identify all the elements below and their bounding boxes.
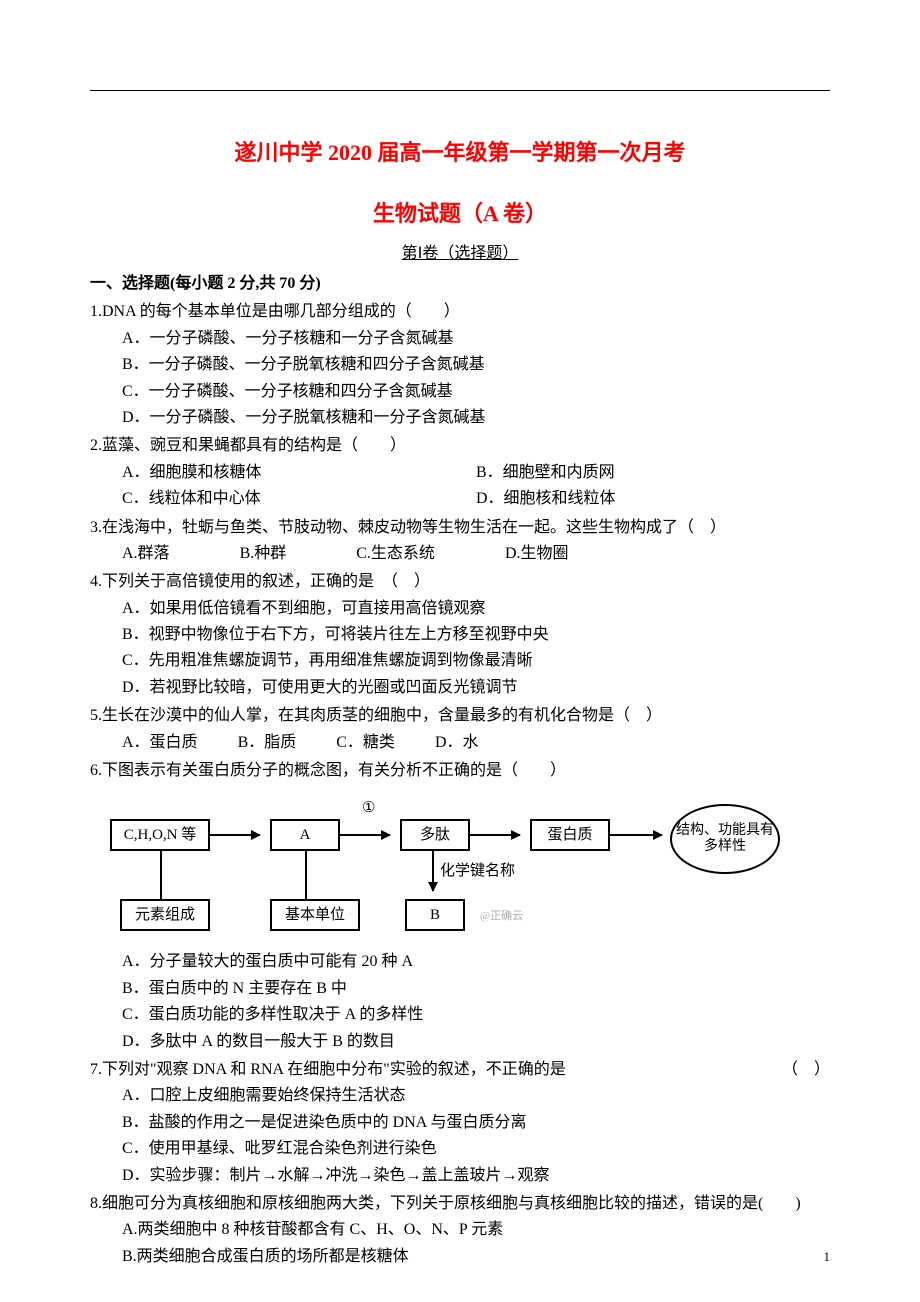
- q6-opt-b: B．蛋白质中的 N 主要存在 B 中: [122, 976, 830, 1002]
- q6-opt-d: D．多肽中 A 的数目一般大于 B 的数目: [122, 1029, 830, 1055]
- diagram-node-unit-label: 基本单位: [270, 899, 360, 931]
- title-main: 遂川中学 2020 届高一年级第一学期第一次月考: [90, 135, 830, 171]
- question-1: 1.DNA 的每个基本单位是由哪几部分组成的（ ） A．一分子磷酸、一分子核糖和…: [90, 299, 830, 431]
- diagram-node-diversity: 结构、功能具有多样性: [670, 804, 780, 874]
- q5-opt-a: A．蛋白质: [122, 730, 198, 756]
- q2-opt-b: B．细胞壁和内质网: [476, 460, 830, 486]
- q7-opt-c: C．使用甲基绿、吡罗红混合染色剂进行染色: [122, 1136, 830, 1162]
- q2-stem: 2.蓝藻、豌豆和果蝇都具有的结构是（ ）: [90, 433, 830, 459]
- q6-options: A．分子量较大的蛋白质中可能有 20 种 A B．蛋白质中的 N 主要存在 B …: [90, 949, 830, 1055]
- question-2: 2.蓝藻、豌豆和果蝇都具有的结构是（ ） A．细胞膜和核糖体 B．细胞壁和内质网…: [90, 433, 830, 512]
- concept-diagram: ① C,H,O,N 等 A 多肽 蛋白质 结构、功能具有多样性 元素组成 基本单…: [110, 799, 810, 939]
- title-sub: 生物试题（A 卷）: [90, 196, 830, 232]
- q7-stem-main: 7.下列对"观察 DNA 和 RNA 在细胞中分布"实验的叙述，不正确的是: [90, 1061, 566, 1078]
- q1-opt-b: B．一分子磷酸、一分子脱氧核糖和四分子含氮碱基: [122, 352, 830, 378]
- q7-stem: 7.下列对"观察 DNA 和 RNA 在细胞中分布"实验的叙述，不正确的是 （ …: [90, 1057, 830, 1083]
- question-6: 6.下图表示有关蛋白质分子的概念图，有关分析不正确的是（ ） ① C,H,O,N…: [90, 758, 830, 1055]
- diagram-node-b: B: [405, 899, 465, 931]
- question-3: 3.在浅海中，牡蛎与鱼类、节肢动物、棘皮动物等生物生活在一起。这些生物构成了（ …: [90, 515, 830, 568]
- q7-opt-d: D．实验步骤：制片→水解→冲洗→染色→盖上盖玻片→观察: [122, 1163, 830, 1189]
- diagram-node-a: A: [270, 819, 340, 851]
- q8-stem-text: 8.细胞可分为真核细胞和原核细胞两大类，下列关于原核细胞与真核细胞比较的描述，错…: [90, 1191, 830, 1217]
- arrow-1: [210, 834, 260, 836]
- q3-options: A.群落 B.种群 C.生态系统 D.生物圈: [90, 541, 830, 567]
- arrow-2: [340, 834, 390, 836]
- q4-options: A．如果用低倍镜看不到细胞，可直接用高倍镜观察 B．视野中物像位于右下方，可将装…: [90, 596, 830, 702]
- q1-options: A．一分子磷酸、一分子核糖和一分子含氮碱基 B．一分子磷酸、一分子脱氧核糖和四分…: [90, 326, 830, 432]
- q7-opt-a: A．口腔上皮细胞需要始终保持生活状态: [122, 1083, 830, 1109]
- arrow-4: [610, 834, 662, 836]
- line-v-1: [160, 851, 162, 899]
- q3-opt-b: B.种群: [240, 541, 287, 567]
- q8-options: A.两类细胞中 8 种核苷酸都含有 C、H、O、N、P 元素 B.两类细胞合成蛋…: [90, 1217, 830, 1270]
- diagram-label-bond: 化学键名称: [440, 859, 515, 884]
- q4-stem: 4.下列关于高倍镜使用的叙述，正确的是 （ ）: [90, 569, 830, 595]
- top-rule: [90, 90, 830, 91]
- watermark: @正确云: [480, 907, 523, 925]
- question-4: 4.下列关于高倍镜使用的叙述，正确的是 （ ） A．如果用低倍镜看不到细胞，可直…: [90, 569, 830, 701]
- q4-opt-a: A．如果用低倍镜看不到细胞，可直接用高倍镜观察: [122, 596, 830, 622]
- arrow-3: [470, 834, 520, 836]
- q2-opt-c: C．线粒体和中心体: [122, 486, 476, 512]
- q2-opt-a: A．细胞膜和核糖体: [122, 460, 476, 486]
- q5-options: A．蛋白质 B．脂质 C．糖类 D．水: [90, 730, 830, 756]
- q8-opt-a: A.两类细胞中 8 种核苷酸都含有 C、H、O、N、P 元素: [122, 1217, 830, 1243]
- q1-opt-d: D．一分子磷酸、一分子脱氧核糖和一分子含氮碱基: [122, 405, 830, 431]
- q3-opt-d: D.生物圈: [505, 541, 569, 567]
- diagram-node-elements-label: 元素组成: [120, 899, 210, 931]
- q7-stem-paren: （ ）: [782, 1057, 830, 1083]
- q4-opt-c: C．先用粗准焦螺旋调节，再用细准焦螺旋调到物像最清晰: [122, 648, 830, 674]
- q2-options: A．细胞膜和核糖体 B．细胞壁和内质网 C．线粒体和中心体 D．细胞核和线粒体: [90, 460, 830, 513]
- q1-opt-a: A．一分子磷酸、一分子核糖和一分子含氮碱基: [122, 326, 830, 352]
- diagram-node-polypeptide: 多肽: [400, 819, 470, 851]
- question-8: 8.细胞可分为真核细胞和原核细胞两大类，下列关于原核细胞与真核细胞比较的描述，错…: [90, 1191, 830, 1270]
- q3-stem: 3.在浅海中，牡蛎与鱼类、节肢动物、棘皮动物等生物生活在一起。这些生物构成了（ …: [90, 515, 830, 541]
- q3-opt-a: A.群落: [122, 541, 170, 567]
- q5-opt-b: B．脂质: [238, 730, 297, 756]
- q4-opt-b: B．视野中物像位于右下方，可将装片往左上方移至视野中央: [122, 622, 830, 648]
- diagram-node-elements: C,H,O,N 等: [110, 819, 210, 851]
- q6-opt-c: C．蛋白质功能的多样性取决于 A 的多样性: [122, 1002, 830, 1028]
- q5-opt-d: D．水: [435, 730, 479, 756]
- q6-opt-a: A．分子量较大的蛋白质中可能有 20 种 A: [122, 949, 830, 975]
- question-7: 7.下列对"观察 DNA 和 RNA 在细胞中分布"实验的叙述，不正确的是 （ …: [90, 1057, 830, 1189]
- page-number: 1: [824, 1246, 831, 1267]
- q4-opt-d: D．若视野比较暗，可使用更大的光圈或凹面反光镜调节: [122, 675, 830, 701]
- q7-options: A．口腔上皮细胞需要始终保持生活状态 B．盐酸的作用之一是促进染色质中的 DNA…: [90, 1083, 830, 1189]
- diagram-node-protein: 蛋白质: [530, 819, 610, 851]
- q1-stem: 1.DNA 的每个基本单位是由哪几部分组成的（ ）: [90, 299, 830, 325]
- q7-opt-b: B．盐酸的作用之一是促进染色质中的 DNA 与蛋白质分离: [122, 1110, 830, 1136]
- diagram-label-1: ①: [362, 796, 375, 821]
- section-heading: 一、选择题(每小题 2 分,共 70 分): [90, 271, 830, 297]
- q3-opt-c: C.生态系统: [356, 541, 435, 567]
- q8-stem: 8.细胞可分为真核细胞和原核细胞两大类，下列关于原核细胞与真核细胞比较的描述，错…: [90, 1191, 830, 1217]
- line-v-2: [305, 851, 307, 899]
- q6-stem: 6.下图表示有关蛋白质分子的概念图，有关分析不正确的是（ ）: [90, 758, 830, 784]
- q2-opt-d: D．细胞核和线粒体: [476, 486, 830, 512]
- q1-opt-c: C．一分子磷酸、一分子核糖和四分子含氮碱基: [122, 379, 830, 405]
- arrow-v-3: [432, 851, 434, 891]
- q8-opt-b: B.两类细胞合成蛋白质的场所都是核糖体: [122, 1244, 830, 1270]
- section-title: 第Ⅰ卷（选择题）: [90, 241, 830, 267]
- q5-opt-c: C．糖类: [336, 730, 395, 756]
- q5-stem: 5.生长在沙漠中的仙人掌，在其肉质茎的细胞中，含量最多的有机化合物是（ ）: [90, 703, 830, 729]
- question-5: 5.生长在沙漠中的仙人掌，在其肉质茎的细胞中，含量最多的有机化合物是（ ） A．…: [90, 703, 830, 756]
